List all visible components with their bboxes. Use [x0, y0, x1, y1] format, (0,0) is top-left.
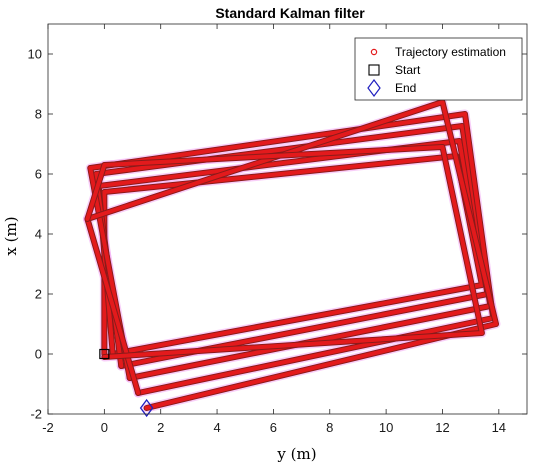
y-tick-label: 4: [35, 227, 42, 242]
y-axis-label: x (m): [2, 216, 20, 255]
legend-label: Trajectory estimation: [395, 45, 506, 59]
legend: Trajectory estimation Start End: [354, 37, 523, 101]
legend-box: [354, 37, 523, 101]
start-marker: [99, 348, 110, 360]
x-axis-label: y (m): [276, 445, 316, 463]
x-axis-ticks: -2 0 2 4 6 8 10 12 14: [42, 24, 506, 435]
legend-item-end: End: [367, 79, 416, 97]
legend-square-icon: [368, 64, 380, 76]
end-marker: [139, 398, 154, 418]
x-tick-label: 12: [435, 420, 449, 435]
x-tick-label: 14: [492, 420, 506, 435]
y-tick-label: 0: [35, 347, 42, 362]
y-tick-label: 10: [28, 47, 42, 62]
trajectory-loop-4: [88, 112, 496, 395]
y-tick-label: -2: [30, 407, 42, 422]
legend-label: End: [395, 81, 416, 95]
x-tick-label: 4: [213, 420, 220, 435]
y-tick-label: 2: [35, 287, 42, 302]
legend-item-trajectory: Trajectory estimation: [370, 45, 506, 59]
x-tick-label: 0: [101, 420, 108, 435]
x-tick-label: 6: [270, 420, 277, 435]
y-tick-label: 8: [35, 107, 42, 122]
chart-title: Standard Kalman filter: [215, 5, 365, 21]
legend-circle-icon: [370, 48, 378, 56]
legend-diamond-icon: [367, 79, 381, 97]
trajectory-series: [82, 97, 501, 413]
x-tick-label: -2: [42, 420, 54, 435]
y-tick-label: 6: [35, 167, 42, 182]
x-tick-label: 10: [379, 420, 393, 435]
x-tick-label: 8: [326, 420, 333, 435]
y-axis-ticks: -2 0 2 4 6 8 10: [28, 47, 527, 422]
legend-label: Start: [395, 63, 421, 77]
axes-box: [47, 23, 528, 415]
legend-item-start: Start: [368, 63, 421, 77]
trajectory-loop-6: [85, 145, 484, 359]
trajectory-loop-5: [85, 100, 499, 410]
x-tick-label: 2: [157, 420, 164, 435]
